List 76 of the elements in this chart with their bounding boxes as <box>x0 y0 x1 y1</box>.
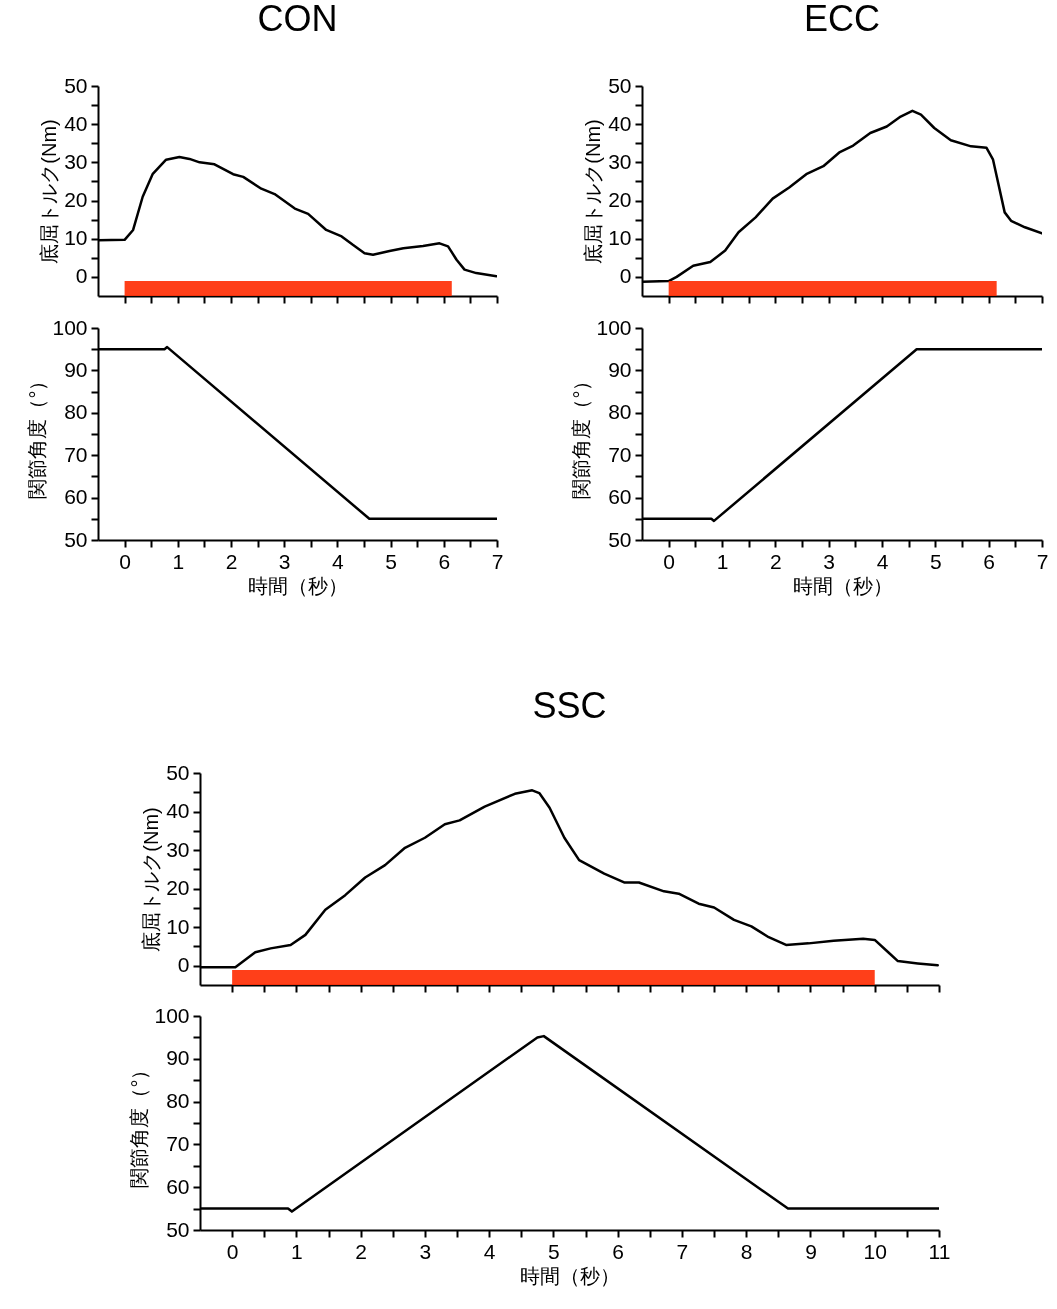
x-tick-label: 9 <box>805 1239 817 1263</box>
y-tick-label: 40 <box>166 799 190 823</box>
x-tick-label: 1 <box>716 549 729 573</box>
x-tick-label: 3 <box>278 549 291 573</box>
y-tick-label: 40 <box>64 111 88 135</box>
x-tick-label: 6 <box>438 549 451 573</box>
y-axis-title: 関節角度（°） <box>128 1059 151 1188</box>
y-axis-title: 底屈トルク(Nm) <box>582 119 605 264</box>
y-tick-label: 50 <box>64 527 88 551</box>
y-tick-label: 50 <box>608 527 632 551</box>
x-tick-label: 4 <box>876 549 889 573</box>
x-tick-label: 6 <box>983 549 996 573</box>
x-tick-label: 6 <box>612 1239 625 1263</box>
y-tick-label: 20 <box>166 876 190 900</box>
x-tick-label: 3 <box>823 549 836 573</box>
x-axis-title: 時間（秒） <box>248 574 348 597</box>
x-tick-label: 2 <box>769 549 782 573</box>
y-tick-label: 30 <box>64 149 88 173</box>
x-tick-label: 0 <box>119 549 131 573</box>
y-tick-label: 10 <box>166 914 190 938</box>
y-tick-label: 0 <box>177 953 190 977</box>
x-tick-label: 11 <box>928 1239 951 1263</box>
x-tick-label: 4 <box>332 549 345 573</box>
y-tick-label: 80 <box>608 400 632 424</box>
x-tick-label: 5 <box>385 549 397 573</box>
x-tick-label: 5 <box>548 1239 560 1263</box>
x-tick-label: 3 <box>419 1239 432 1263</box>
y-axis-title: 関節角度（°） <box>26 370 49 499</box>
x-tick-label: 1 <box>291 1239 303 1263</box>
x-tick-label: 7 <box>491 549 504 573</box>
x-tick-label: 0 <box>663 549 676 573</box>
y-tick-label: 50 <box>166 1217 190 1241</box>
y-tick-label: 30 <box>608 149 632 173</box>
y-tick-label: 60 <box>64 485 88 509</box>
y-tick-label: 90 <box>166 1046 190 1070</box>
y-tick-label: 70 <box>608 442 632 466</box>
y-tick-label: 50 <box>64 73 88 97</box>
y-tick-label: 0 <box>619 264 632 288</box>
chart-title: ECC <box>803 0 881 39</box>
chart-title: CON <box>257 0 338 39</box>
y-tick-label: 20 <box>64 188 88 212</box>
x-tick-label: 2 <box>355 1239 367 1263</box>
y-tick-label: 40 <box>608 111 632 135</box>
x-tick-label: 10 <box>863 1239 887 1263</box>
y-axis-title: 底屈トルク(Nm) <box>140 807 163 952</box>
x-tick-label: 7 <box>676 1239 689 1263</box>
y-tick-label: 60 <box>166 1174 190 1198</box>
x-tick-label: 4 <box>483 1239 496 1263</box>
y-tick-label: 30 <box>166 837 190 861</box>
x-tick-label: 1 <box>172 549 185 573</box>
y-tick-label: 10 <box>608 226 632 250</box>
x-axis-title: 時間（秒） <box>792 574 893 597</box>
chart-title: SSC <box>532 685 607 726</box>
y-tick-label: 90 <box>64 357 88 381</box>
x-axis-title: 時間（秒） <box>520 1264 620 1287</box>
y-tick-label: 0 <box>75 264 88 288</box>
y-axis-title: 底屈トルク(Nm) <box>38 119 61 264</box>
y-tick-label: 70 <box>64 442 88 466</box>
y-tick-label: 50 <box>166 760 190 784</box>
x-tick-label: 7 <box>1036 549 1049 573</box>
y-tick-label: 100 <box>596 315 632 339</box>
y-tick-label: 100 <box>154 1003 190 1027</box>
y-tick-label: 80 <box>64 400 88 424</box>
x-tick-label: 0 <box>226 1239 239 1263</box>
x-tick-label: 8 <box>740 1239 753 1263</box>
y-tick-label: 10 <box>64 226 88 250</box>
y-axis-title: 関節角度（°） <box>570 370 593 499</box>
y-tick-label: 100 <box>52 315 88 339</box>
x-tick-label: 5 <box>929 549 942 573</box>
y-tick-label: 80 <box>166 1089 190 1113</box>
y-tick-label: 90 <box>608 357 632 381</box>
y-tick-label: 20 <box>608 188 632 212</box>
y-tick-label: 70 <box>166 1131 190 1155</box>
y-tick-label: 50 <box>608 73 632 97</box>
y-tick-label: 60 <box>608 485 632 509</box>
x-tick-label: 2 <box>225 549 238 573</box>
